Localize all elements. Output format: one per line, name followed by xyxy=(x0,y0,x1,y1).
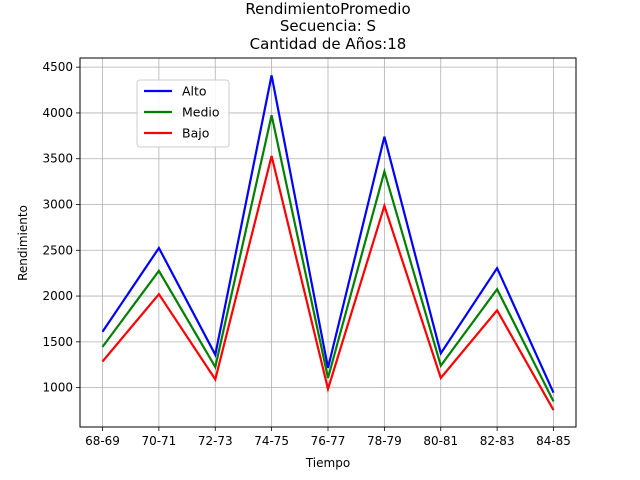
x-tick-label: 76-77 xyxy=(311,434,346,448)
x-tick-label: 80-81 xyxy=(423,434,458,448)
legend-box xyxy=(136,79,230,148)
x-tick-label: 70-71 xyxy=(141,434,176,448)
y-tick-label: 4000 xyxy=(42,106,73,120)
chart-title: RendimientoPromedio Secuencia: S Cantida… xyxy=(245,0,410,53)
x-tick-label: 78-79 xyxy=(367,434,402,448)
x-axis-label: Tiempo xyxy=(305,456,350,470)
y-tick-label: 1500 xyxy=(42,335,73,349)
y-tick-label: 3000 xyxy=(42,198,73,212)
x-axis-ticks: 68-69 70-71 72-73 74-75 76-77 78-79 80-81 82-83… xyxy=(85,427,571,448)
x-tick-label: 68-69 xyxy=(85,434,120,448)
y-tick-label: 4500 xyxy=(42,60,73,74)
legend-label-alto: Alto xyxy=(182,84,207,99)
x-tick-label: 82-83 xyxy=(480,434,515,448)
x-tick-label: 74-75 xyxy=(254,434,289,448)
y-tick-label: 2000 xyxy=(42,289,73,303)
chart-title-line-3: Cantidad de Años:18 xyxy=(250,35,407,53)
y-axis-label: Rendimiento xyxy=(16,205,30,281)
legend-label-bajo: Bajo xyxy=(182,126,209,141)
y-tick-label: 1000 xyxy=(42,381,73,395)
series-line-medio xyxy=(101,114,555,402)
y-tick-label: 2500 xyxy=(42,243,73,257)
y-axis-ticks: 1000 1500 2000 2500 3000 3500 4000 4500 xyxy=(42,60,80,395)
series-lines xyxy=(101,75,555,411)
x-tick-label: 72-73 xyxy=(198,434,233,448)
y-tick-label: 3500 xyxy=(42,152,73,166)
grid xyxy=(80,58,576,427)
x-tick-label: 84-85 xyxy=(536,434,571,448)
series-line-alto xyxy=(101,75,555,394)
chart-title-line-1: RendimientoPromedio xyxy=(245,0,410,18)
series-line-bajo xyxy=(101,155,555,411)
legend: Alto Medio Bajo xyxy=(136,79,230,148)
legend-label-medio: Medio xyxy=(182,105,220,120)
chart-title-line-2: Secuencia: S xyxy=(280,17,376,35)
